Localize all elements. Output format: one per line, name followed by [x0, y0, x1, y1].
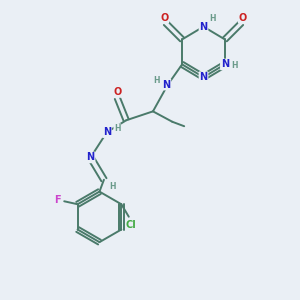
Text: F: F	[54, 195, 61, 205]
Text: Cl: Cl	[126, 220, 136, 230]
Text: O: O	[160, 13, 168, 23]
Text: N: N	[221, 59, 229, 69]
Text: H: H	[114, 124, 121, 133]
Text: N: N	[103, 127, 111, 137]
Text: H: H	[209, 14, 216, 23]
Text: N: N	[86, 152, 94, 162]
Text: N: N	[162, 80, 170, 90]
Text: N: N	[200, 22, 208, 32]
Text: O: O	[113, 87, 122, 97]
Text: H: H	[110, 182, 116, 191]
Text: H: H	[231, 61, 238, 70]
Text: H: H	[153, 76, 160, 85]
Text: O: O	[238, 13, 247, 23]
Text: N: N	[200, 72, 208, 82]
